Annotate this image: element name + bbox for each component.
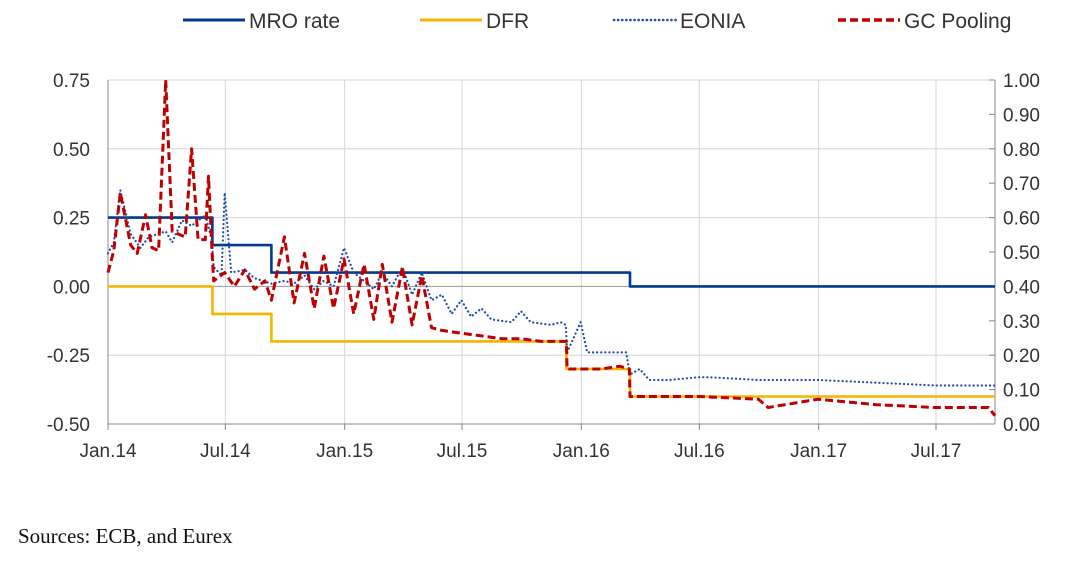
axes: 0.75 0.50 0.25 0.00 -0.25 -0.50 Jan.14 Jul.14 Ja… [47,71,1040,462]
x-tick-label: Jul.15 [437,441,488,462]
x-tick-label: Jul.17 [911,441,962,462]
y-tick-left: 0.75 [53,71,90,92]
grid [107,79,995,425]
x-tick-label: Jan.17 [790,441,847,462]
y-tick-right: 0.10 [1003,381,1040,402]
legend-label-mro-rate: MRO rate [249,10,340,33]
x-tick-label: Jan.15 [316,441,373,462]
x-tick-label: Jan.14 [79,441,136,462]
legend: MRO rate DFR EONIA GC Pooling [183,10,1011,33]
y-tick-right: 0.80 [1003,140,1040,161]
y-tick-right: 1.00 [1003,71,1040,92]
y-tick-left: 0.50 [53,140,90,161]
y-tick-left: 0.00 [53,277,90,298]
legend-label-eonia: EONIA [680,10,745,33]
series-line-mro-rate [108,216,995,288]
y-tick-right: 0.40 [1003,277,1040,298]
y-tick-left: -0.25 [47,346,90,367]
legend-label-dfr: DFR [486,10,529,33]
x-tick-label: Jan.16 [553,441,610,462]
y-tick-right: 0.00 [1003,415,1040,436]
y-tick-right: 0.90 [1003,105,1040,126]
y-tick-right: 0.30 [1003,312,1040,333]
y-tick-right: 0.60 [1003,209,1040,230]
y-tick-right: 0.20 [1003,346,1040,367]
legend-label-gc-pooling: GC Pooling [904,10,1011,33]
y-tick-left: -0.50 [47,415,90,436]
series-line-gc-pooling [106,78,997,417]
x-tick-label: Jul.14 [200,441,251,462]
y-tick-right: 0.50 [1003,243,1040,264]
y-tick-right: 0.70 [1003,174,1040,195]
series-line-eonia [106,189,997,387]
x-tick-label: Jul.16 [674,441,725,462]
source-note: Sources: ECB, and Eurex [18,524,233,548]
series-lines [106,78,997,417]
y-tick-left: 0.25 [53,209,90,230]
